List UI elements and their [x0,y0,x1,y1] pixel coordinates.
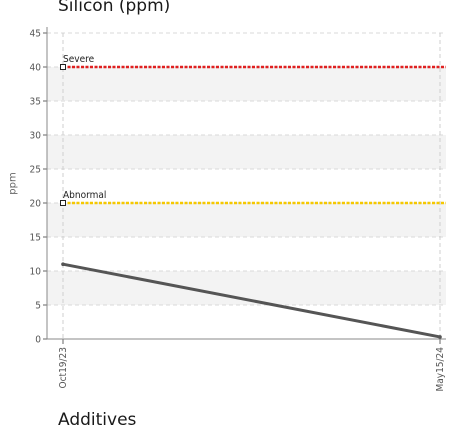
y-tick-label: 25 [30,165,41,176]
data-point [438,335,442,339]
y-tick-label: 35 [30,97,41,108]
y-tick-label: 20 [30,199,42,210]
x-tick-label: Oct19/23 [58,347,69,388]
threshold-label-abnormal: Abnormal [63,190,106,201]
threshold-label-severe: Severe [63,54,95,65]
y-tick-label: 10 [30,267,42,278]
threshold-marker [60,200,66,206]
y-tick-label: 0 [35,335,41,346]
y-tick-label: 5 [35,301,41,312]
y-tick-label: 30 [30,131,42,142]
data-point [61,262,65,267]
grid-band [47,203,446,237]
x-tick-label: May15/24 [435,347,446,392]
y-tick-label: 15 [30,233,41,244]
chart-title: Silicon (ppm) [58,0,171,16]
grid-band [47,135,446,169]
y-tick-label: 45 [30,29,41,40]
threshold-marker [60,64,66,70]
grid-band [47,67,446,101]
y-tick-label: 40 [30,63,42,74]
series-line [62,262,441,339]
